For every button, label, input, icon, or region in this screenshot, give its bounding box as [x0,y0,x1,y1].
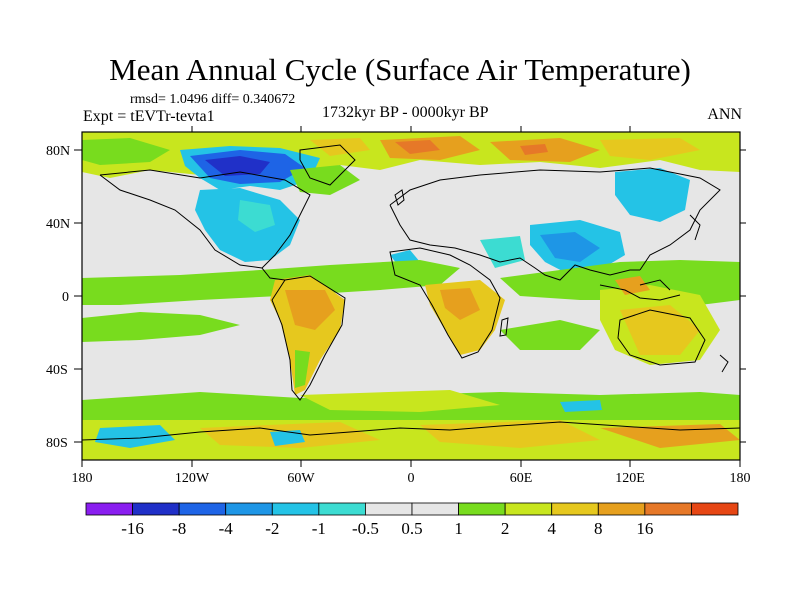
plot-title: Mean Annual Cycle (Surface Air Temperatu… [109,52,691,87]
colorbar-label: -4 [219,519,234,538]
colorbar-label: 8 [594,519,603,538]
lon-label-60w: 60W [287,471,315,486]
lon-label-120e: 120E [615,471,645,486]
lat-label-80n: 80N [46,144,70,159]
colorbar-box [458,502,506,516]
lon-label-60e: 60E [510,471,533,486]
statistics-label: rmsd= 1.0496 diff= 0.340672 [130,92,296,107]
colorbar-label: -2 [265,519,279,538]
colorbar-box [504,502,553,516]
lon-label-180e: 180 [730,471,751,486]
lat-label-80s: 80S [46,436,68,451]
colorbar-box [132,502,180,516]
colorbar-box [365,502,413,516]
colorbar-label: -16 [121,519,144,538]
lon-label-0: 0 [408,471,415,486]
colorbar-box [225,502,273,516]
season-label: ANN [707,106,742,123]
lat-label-40s: 40S [46,363,68,378]
lat-label-0: 0 [62,290,69,305]
colorbar-label: -0.5 [352,519,379,538]
colorbar-box [85,502,133,516]
latitude-ticks [74,149,746,443]
colorbar-box [691,502,739,516]
colorbar-label: 0.5 [401,519,422,538]
colorbar-box [551,502,599,516]
anomaly-field [82,132,740,460]
colorbar-label: 1 [454,519,463,538]
colorbar-label: -1 [312,519,326,538]
colorbar-box [271,502,320,516]
colorbar-label: -8 [172,519,186,538]
colorbar-labels: -16 -8 -4 -2 -1 -0.5 0.5 1 2 4 8 16 [121,519,653,538]
colorbar-box [597,502,646,516]
colorbar-label: 16 [636,519,653,538]
experiment-label: Expt = tEVTr-tevta1 [83,108,215,125]
colorbar-label: 2 [501,519,510,538]
longitude-ticks [81,126,741,467]
colorbar-label: 4 [547,519,556,538]
coastlines [82,144,740,441]
colorbar-box [644,502,692,516]
period-label: 1732kyr BP - 0000kyr BP [322,104,489,121]
lon-label-180w: 180 [72,471,93,486]
lon-label-120w: 120W [175,471,210,486]
colorbar-box [178,502,227,516]
colorbar-box [411,502,459,516]
colorbar [85,502,739,516]
colorbar-box [318,502,366,516]
lat-label-40n: 40N [46,217,70,232]
